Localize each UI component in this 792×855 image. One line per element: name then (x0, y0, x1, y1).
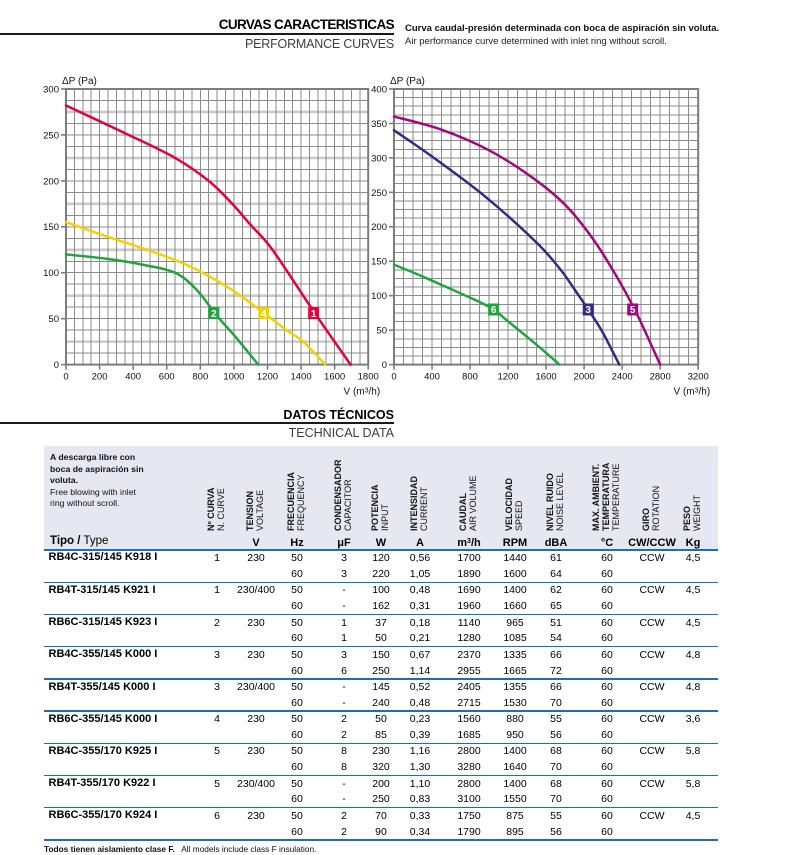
svg-text:200: 200 (43, 176, 59, 187)
svg-text:0: 0 (54, 360, 59, 371)
svg-text:1: 1 (311, 309, 317, 320)
svg-text:400: 400 (371, 84, 387, 95)
svg-text:250: 250 (371, 188, 387, 199)
svg-text:800: 800 (462, 372, 478, 383)
svg-text:V (m3/h): V (m3/h) (674, 387, 711, 398)
svg-text:1600: 1600 (324, 372, 345, 383)
svg-text:2000: 2000 (574, 372, 595, 383)
svg-text:50: 50 (48, 314, 59, 325)
svg-text:1400: 1400 (290, 372, 311, 383)
svg-text:300: 300 (43, 84, 59, 95)
svg-text:2: 2 (211, 309, 217, 320)
svg-text:400: 400 (424, 372, 440, 383)
svg-text:150: 150 (43, 222, 59, 233)
svg-text:2800: 2800 (650, 372, 671, 383)
svg-text:250: 250 (43, 130, 59, 141)
svg-text:1200: 1200 (497, 372, 518, 383)
svg-text:0: 0 (63, 372, 68, 383)
svg-text:6: 6 (491, 305, 497, 316)
svg-text:100: 100 (371, 291, 387, 302)
svg-text:600: 600 (159, 372, 175, 383)
svg-text:4: 4 (261, 309, 267, 320)
svg-text:200: 200 (371, 222, 387, 233)
svg-text:V (m3/h): V (m3/h) (344, 387, 381, 398)
svg-text:ΔP (Pa): ΔP (Pa) (390, 76, 425, 87)
svg-text:350: 350 (371, 119, 387, 130)
svg-text:0: 0 (382, 360, 387, 371)
svg-text:50: 50 (376, 326, 387, 337)
svg-text:1200: 1200 (257, 372, 278, 383)
svg-text:400: 400 (125, 372, 141, 383)
svg-text:150: 150 (371, 257, 387, 268)
svg-text:0: 0 (391, 372, 396, 383)
svg-text:ΔP (Pa): ΔP (Pa) (62, 76, 97, 87)
svg-text:5: 5 (630, 305, 636, 316)
svg-text:1800: 1800 (358, 372, 379, 383)
svg-text:3200: 3200 (688, 372, 709, 383)
svg-text:300: 300 (371, 153, 387, 164)
svg-text:200: 200 (92, 372, 108, 383)
svg-text:1600: 1600 (536, 372, 557, 383)
svg-text:800: 800 (192, 372, 208, 383)
svg-text:2400: 2400 (612, 372, 633, 383)
svg-text:3: 3 (585, 305, 591, 316)
svg-text:100: 100 (43, 268, 59, 279)
svg-text:1000: 1000 (223, 372, 244, 383)
